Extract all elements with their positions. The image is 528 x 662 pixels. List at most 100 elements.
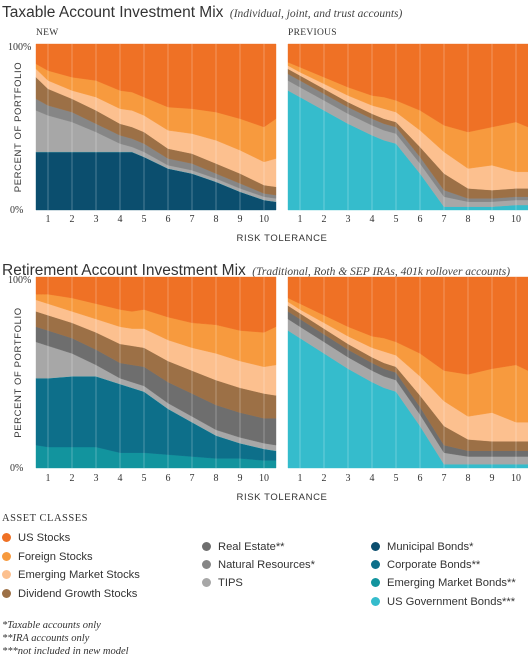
legend-label: Corporate Bonds** bbox=[387, 559, 481, 571]
legend-item-natural-resources: Natural Resources* bbox=[202, 559, 315, 571]
x-tick-label-retirement-previous-10: 10 bbox=[511, 473, 521, 484]
y-axis-label-retirement-new: PERCENT OF PORTFOLIO bbox=[13, 307, 24, 437]
y-axis-label-taxable-new: PERCENT OF PORTFOLIO bbox=[13, 62, 24, 192]
legend-item-corporate-bonds: Corporate Bonds** bbox=[371, 559, 480, 571]
legend-swatch-dividend-growth-stocks bbox=[2, 589, 11, 598]
x-tick-label-taxable-previous-9: 9 bbox=[490, 214, 495, 225]
x-tick-label-taxable-new-2: 2 bbox=[70, 214, 75, 225]
x-tick-label-taxable-new-10: 10 bbox=[259, 214, 269, 225]
legend-swatch-tips bbox=[202, 578, 211, 587]
legend-label: Foreign Stocks bbox=[18, 551, 93, 563]
taxable-section-title: Taxable Account Investment Mix (Individu… bbox=[2, 4, 402, 22]
legend-item-emerging-market-bonds: Emerging Market Bonds** bbox=[371, 577, 516, 589]
x-tick-label-retirement-new-10: 10 bbox=[259, 473, 269, 484]
x-tick-label-taxable-previous-1: 1 bbox=[298, 214, 303, 225]
x-tick-label-taxable-new-9: 9 bbox=[238, 214, 243, 225]
retirement-subtitle: (Traditional, Roth & SEP IRAs, 401k roll… bbox=[252, 266, 511, 278]
x-tick-label-taxable-new-3: 3 bbox=[94, 214, 99, 225]
panel-label-taxable-previous: PREVIOUS bbox=[288, 28, 337, 38]
panel-label-taxable-new: NEW bbox=[36, 28, 59, 38]
legend-swatch-real-estate bbox=[202, 542, 211, 551]
x-tick-label-retirement-previous-4: 4 bbox=[370, 473, 375, 484]
area-retirement-new-us-stocks bbox=[35, 276, 277, 333]
x-tick-label-taxable-new-5: 5 bbox=[142, 214, 147, 225]
chart-retirement-previous: 1 2 3 4 5 6 7 8 9 10 bbox=[287, 276, 528, 484]
x-tick-label-retirement-new-8: 8 bbox=[214, 473, 219, 484]
x-tick-label-retirement-previous-2: 2 bbox=[322, 473, 327, 484]
y-tick-label-100-taxable-new: 100% bbox=[8, 42, 31, 53]
legend-swatch-emerging-market-bonds bbox=[371, 578, 380, 587]
legend-swatch-foreign-stocks bbox=[2, 552, 11, 561]
legend-label: TIPS bbox=[218, 577, 243, 589]
legend-swatch-natural-resources bbox=[202, 560, 211, 569]
x-tick-label-taxable-new-7: 7 bbox=[190, 214, 195, 225]
legend-item-dividend-growth-stocks: Dividend Growth Stocks bbox=[2, 588, 137, 600]
legend-item-emerging-market-stocks: Emerging Market Stocks bbox=[2, 569, 140, 581]
x-tick-label-retirement-previous-9: 9 bbox=[490, 473, 495, 484]
y-tick-label-0-retirement-new: 0% bbox=[10, 463, 23, 474]
area-retirement-previous-us-stocks bbox=[287, 276, 528, 375]
x-tick-label-taxable-new-4: 4 bbox=[118, 214, 123, 225]
x-tick-label-retirement-new-1: 1 bbox=[46, 473, 51, 484]
x-tick-label-retirement-previous-3: 3 bbox=[346, 473, 351, 484]
taxable-title: Taxable Account Investment Mix bbox=[2, 4, 224, 21]
x-tick-label-taxable-previous-3: 3 bbox=[346, 214, 351, 225]
x-tick-label-taxable-new-8: 8 bbox=[214, 214, 219, 225]
legend-label: Municipal Bonds* bbox=[387, 541, 474, 553]
x-axis-label-taxable-new: RISK TOLERANCE bbox=[237, 233, 328, 244]
legend-item-tips: TIPS bbox=[202, 577, 243, 589]
x-tick-label-retirement-new-7: 7 bbox=[190, 473, 195, 484]
x-tick-label-retirement-new-3: 3 bbox=[94, 473, 99, 484]
legend-item-us-stocks: US Stocks bbox=[2, 532, 70, 544]
legend-title: ASSET CLASSES bbox=[2, 513, 88, 524]
legend-label: Natural Resources* bbox=[218, 559, 316, 571]
legend-item-foreign-stocks: Foreign Stocks bbox=[2, 551, 93, 563]
x-tick-label-retirement-previous-8: 8 bbox=[466, 473, 471, 484]
x-tick-label-taxable-previous-7: 7 bbox=[442, 214, 447, 225]
area-taxable-new-us-stocks bbox=[35, 43, 277, 128]
legend-label: Dividend Growth Stocks bbox=[18, 588, 138, 600]
x-tick-label-retirement-previous-1: 1 bbox=[298, 473, 303, 484]
x-tick-label-taxable-previous-2: 2 bbox=[322, 214, 327, 225]
retirement-title: Retirement Account Investment Mix bbox=[2, 262, 246, 279]
x-tick-label-retirement-new-6: 6 bbox=[166, 473, 171, 484]
legend-label: Emerging Market Stocks bbox=[18, 569, 140, 581]
x-tick-label-taxable-new-6: 6 bbox=[166, 214, 171, 225]
footnote-taxable-only: *Taxable accounts only bbox=[2, 620, 101, 631]
x-tick-label-taxable-previous-5: 5 bbox=[394, 214, 399, 225]
retirement-section-title: Retirement Account Investment Mix (Tradi… bbox=[2, 262, 510, 280]
x-tick-label-taxable-previous-6: 6 bbox=[418, 214, 423, 225]
x-tick-label-retirement-previous-7: 7 bbox=[442, 473, 447, 484]
legend-label: US Government Bonds*** bbox=[387, 596, 516, 608]
legend-swatch-us-government-bonds bbox=[371, 597, 380, 606]
legend-label: Real Estate** bbox=[218, 541, 285, 553]
legend-swatch-emerging-market-stocks bbox=[2, 570, 11, 579]
x-tick-label-retirement-new-2: 2 bbox=[70, 473, 75, 484]
legend-swatch-us-stocks bbox=[2, 533, 11, 542]
taxable-subtitle: (Individual, joint, and trust accounts) bbox=[229, 8, 403, 20]
footnote-not-in-new-model: ***not included in new model bbox=[2, 646, 129, 657]
chart-taxable-new: 1 2 3 4 5 6 7 8 9 10 100% 0% PERCENT OF PORTFOLIO RIS… bbox=[8, 42, 327, 244]
legend-item-real-estate: Real Estate** bbox=[202, 541, 285, 553]
legend-swatch-municipal-bonds bbox=[371, 542, 380, 551]
x-axis-label-retirement-new: RISK TOLERANCE bbox=[237, 492, 328, 503]
legend-label: Emerging Market Bonds** bbox=[387, 577, 516, 589]
footnote-ira-only: **IRA accounts only bbox=[2, 633, 90, 644]
x-tick-label-retirement-previous-6: 6 bbox=[418, 473, 423, 484]
x-tick-label-retirement-new-5: 5 bbox=[142, 473, 147, 484]
x-tick-label-retirement-previous-5: 5 bbox=[394, 473, 399, 484]
x-tick-label-taxable-new-1: 1 bbox=[46, 214, 51, 225]
legend-swatch-corporate-bonds bbox=[371, 560, 380, 569]
x-tick-label-taxable-previous-10: 10 bbox=[511, 214, 521, 225]
chart-retirement-new: 1 2 3 4 5 6 7 8 9 10 100% 0% PERCENT OF PORTFOLIO RIS… bbox=[8, 275, 327, 503]
chart-taxable-previous: 1 2 3 4 5 6 7 8 9 10 bbox=[287, 43, 528, 225]
x-tick-label-retirement-new-9: 9 bbox=[238, 473, 243, 484]
y-tick-label-0-taxable-new: 0% bbox=[10, 205, 23, 216]
x-tick-label-retirement-new-4: 4 bbox=[118, 473, 123, 484]
area-taxable-previous-us-stocks bbox=[287, 43, 528, 133]
legend-label: US Stocks bbox=[18, 532, 71, 544]
legend-item-municipal-bonds: Municipal Bonds* bbox=[371, 541, 473, 553]
x-tick-label-taxable-previous-8: 8 bbox=[466, 214, 471, 225]
legend-item-us-government-bonds: US Government Bonds*** bbox=[371, 596, 515, 608]
